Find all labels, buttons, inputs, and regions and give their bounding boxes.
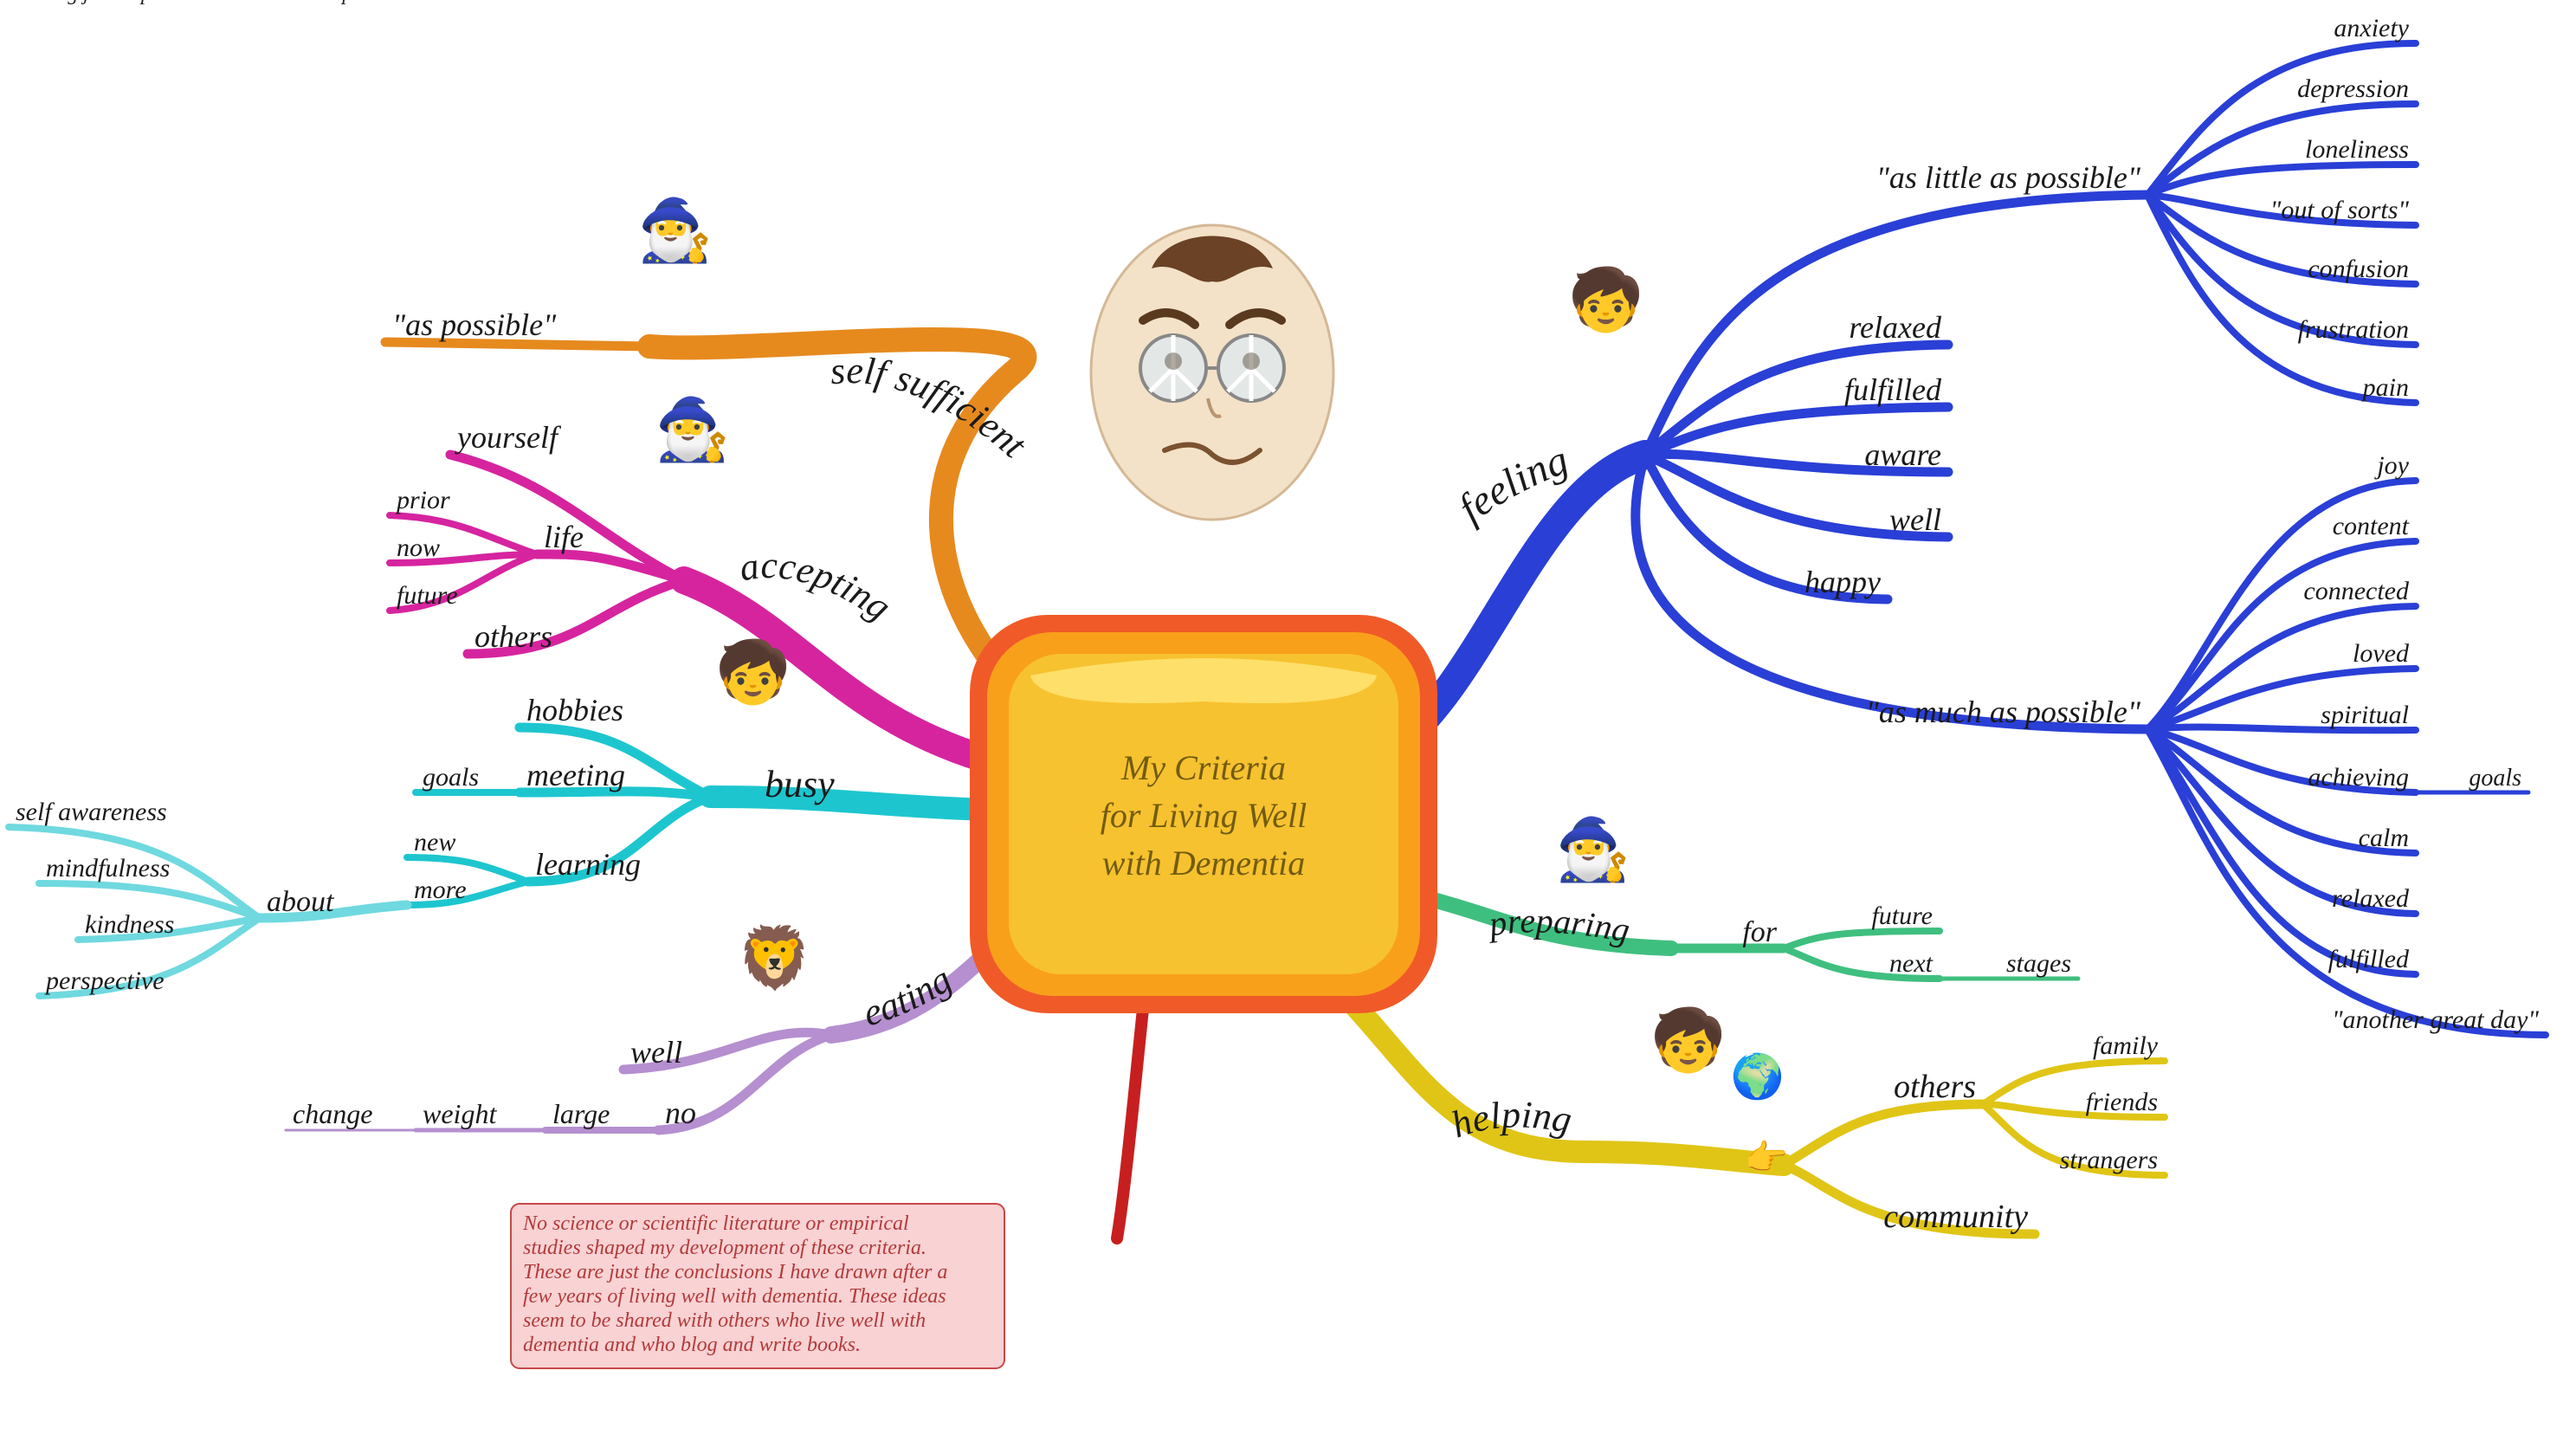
- branch-label: "as much as possible": [1866, 695, 2141, 729]
- branch-label: aware: [1864, 437, 1941, 472]
- branch-label: change: [293, 1098, 372, 1129]
- branch-label: self awareness: [16, 798, 167, 826]
- branch-label: future: [1871, 902, 1933, 930]
- disclaimer-text: No science or scientific literature or e…: [522, 1212, 909, 1235]
- mindmap-canvas: self sufficient"as possible"🧙‍♂️acceptin…: [0, 0, 2576, 1448]
- branch-label: "out of sorts": [2270, 196, 2410, 224]
- branch-label: mindfulness: [46, 854, 170, 882]
- branch-label: fulfilled: [1844, 372, 1942, 407]
- wizard-icon: 🧙‍♂️: [1555, 815, 1630, 884]
- branch-label: busy: [765, 763, 835, 805]
- branch-label: connected: [2303, 577, 2410, 605]
- central-title-line: My Criteria: [1120, 748, 1286, 787]
- branch-line: [1784, 931, 1940, 948]
- branch-label: weight: [423, 1098, 497, 1129]
- branch-line: [1117, 1009, 1143, 1238]
- hand-icon: 👉: [1745, 1138, 1788, 1177]
- branch-label: goals: [2469, 765, 2521, 792]
- branch-line: [450, 455, 684, 580]
- boy-icon: 🧒: [1650, 1004, 1727, 1075]
- disclaimer-text: dementia and who blog and write books.: [523, 1334, 861, 1356]
- branch-line: [2147, 165, 2416, 195]
- branch-label: future: [397, 581, 458, 610]
- branch-label: for: [1742, 916, 1777, 948]
- boy-icon: 🧒: [715, 636, 791, 707]
- branch-label: achieving: [2308, 763, 2409, 792]
- branch-label: fulfilled: [2328, 945, 2410, 973]
- branch-label: hobbies: [526, 693, 623, 727]
- branch-label: goals: [423, 763, 479, 792]
- branch-label: life: [544, 520, 584, 554]
- branch-label: well: [1889, 502, 1941, 537]
- branch-line: [710, 797, 987, 810]
- disclaimer-text: few years of living well with dementia. …: [523, 1285, 946, 1308]
- branch-label: friends: [2086, 1088, 2158, 1116]
- branch-label: anxiety: [2334, 14, 2409, 42]
- branch-label: others: [475, 619, 552, 654]
- branch-label: eating: [858, 958, 959, 1035]
- branch-label: perspective: [44, 966, 165, 995]
- branch-label: others: [1894, 1069, 1976, 1105]
- branch-label: more: [414, 876, 467, 904]
- branch-label: learning: [535, 847, 641, 882]
- branch-label: meeting: [526, 758, 625, 792]
- branch-label: prior: [395, 486, 450, 514]
- disclaimer-text: seem to be shared with others who live w…: [523, 1309, 926, 1332]
- branch-label: next: [1889, 949, 1934, 978]
- branch-label: "another great day": [2332, 1005, 2539, 1034]
- branch-label: stages: [2006, 949, 2071, 978]
- branch-label: happy: [1804, 565, 1881, 599]
- branch-label: spiritual: [2321, 701, 2409, 729]
- branch-label: family: [2093, 1031, 2159, 1060]
- branch-label: depression: [2297, 74, 2409, 103]
- branch-label: pain: [2361, 373, 2409, 402]
- branch-label: "as little as possible": [1876, 160, 2141, 195]
- branch-label: kindness: [85, 910, 174, 939]
- branch-label: new: [414, 828, 455, 857]
- central-title-line: for Living Well: [1101, 796, 1307, 835]
- branch-label: no: [665, 1096, 696, 1130]
- branch-label: large: [552, 1098, 610, 1129]
- branch-line: [1784, 1104, 1983, 1165]
- egg-face-icon: [1091, 225, 1333, 520]
- disclaimer-text: studies shaped my development of these c…: [523, 1237, 926, 1259]
- branch-label: loneliness: [2305, 135, 2409, 164]
- branch-label: confusion: [2308, 255, 2409, 283]
- central-topic: My Criteria for Living Well with Dementia: [970, 615, 1437, 1013]
- wizard-icon: 🧙‍♂️: [637, 196, 713, 265]
- branch-line: [385, 342, 649, 346]
- branch-label: "as possible": [392, 307, 557, 342]
- copyright-text: © 2016 g j huba phd <===> a HubaMap™: [0, 0, 373, 5]
- branch-label: joy: [2373, 451, 2409, 480]
- branch-label: relaxed: [1849, 310, 1942, 345]
- branch-label: now: [397, 533, 440, 562]
- branch-label: strangers: [2060, 1146, 2158, 1174]
- branch-label: yourself: [455, 420, 562, 455]
- branch-label: relaxed: [2332, 884, 2410, 913]
- central-title-line: with Dementia: [1102, 844, 1305, 882]
- globe-icon: 🌍: [1731, 1051, 1785, 1101]
- branch-line: [1636, 455, 2147, 729]
- disclaimer-box: No science or scientific literature or e…: [511, 1204, 1004, 1368]
- branch-label: calm: [2359, 824, 2409, 852]
- branch-label: frustration: [2298, 315, 2409, 344]
- lion-icon: 🦁: [737, 923, 812, 992]
- branch-label: community: [1883, 1199, 2028, 1235]
- disclaimer-text: These are just the conclusions I have dr…: [523, 1261, 947, 1283]
- branch-label: content: [2333, 512, 2410, 540]
- branch-label: loved: [2353, 639, 2410, 668]
- branch-label: about: [267, 886, 335, 918]
- branch-label: well: [630, 1035, 682, 1070]
- boy-icon: 🧒: [1568, 263, 1644, 334]
- wizard-icon: 🧙‍♂️: [655, 395, 730, 464]
